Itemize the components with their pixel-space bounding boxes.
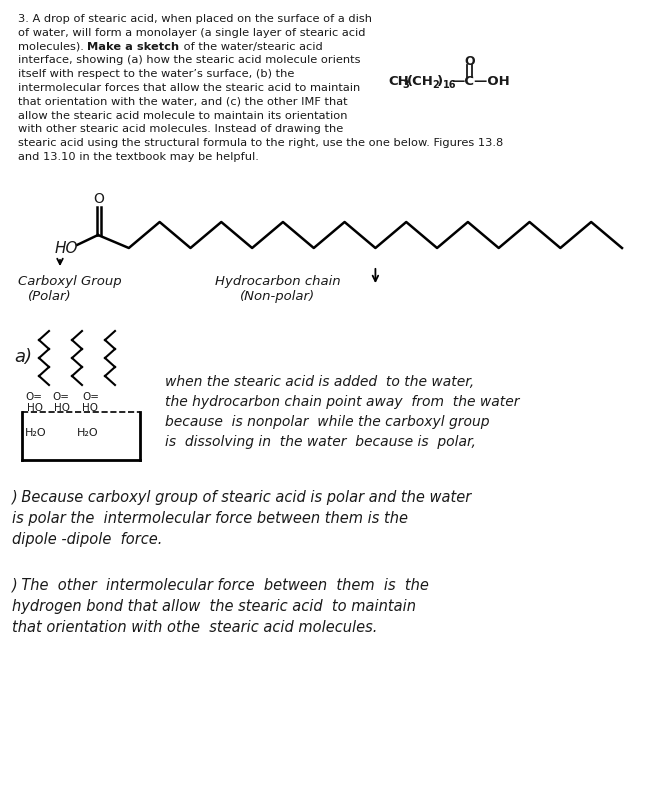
Text: that orientation with othe  stearic acid molecules.: that orientation with othe stearic acid … <box>12 620 377 635</box>
Text: (CH: (CH <box>407 75 434 88</box>
Text: is polar the  intermolecular force between them is the: is polar the intermolecular force betwee… <box>12 511 408 526</box>
Text: interface, showing (a) how the stearic acid molecule orients: interface, showing (a) how the stearic a… <box>18 56 360 65</box>
Text: molecules).: molecules). <box>18 41 88 52</box>
Text: HO: HO <box>55 241 79 256</box>
Text: H₂O: H₂O <box>25 428 47 438</box>
Text: ): ) <box>437 75 443 88</box>
Text: O: O <box>465 55 475 68</box>
Text: Hydrocarbon chain: Hydrocarbon chain <box>215 275 341 288</box>
Text: dipole -dipole  force.: dipole -dipole force. <box>12 532 162 547</box>
Text: allow the stearic acid molecule to maintain its orientation: allow the stearic acid molecule to maint… <box>18 110 347 121</box>
Text: 3. A drop of stearic acid, when placed on the surface of a dish: 3. A drop of stearic acid, when placed o… <box>18 14 372 24</box>
Text: (Polar): (Polar) <box>28 290 71 303</box>
Text: 16: 16 <box>443 80 456 90</box>
Text: Make a sketch: Make a sketch <box>88 41 180 52</box>
Text: hydrogen bond that allow  the stearic acid  to maintain: hydrogen bond that allow the stearic aci… <box>12 599 416 614</box>
Text: that orientation with the water, and (c) the other IMF that: that orientation with the water, and (c)… <box>18 97 348 107</box>
Text: Carboxyl Group: Carboxyl Group <box>18 275 121 288</box>
Text: and 13.10 in the textbook may be helpful.: and 13.10 in the textbook may be helpful… <box>18 152 259 162</box>
Text: itself with respect to the water’s surface, (b) the: itself with respect to the water’s surfa… <box>18 69 295 79</box>
Text: 2: 2 <box>432 80 439 90</box>
Text: stearic acid using the structural formula to the right, use the one below. Figur: stearic acid using the structural formul… <box>18 138 503 148</box>
Text: of water, will form a monolayer (a single layer of stearic acid: of water, will form a monolayer (a singl… <box>18 28 365 38</box>
Text: O: O <box>93 192 104 206</box>
Text: when the stearic acid is added  to the water,: when the stearic acid is added to the wa… <box>165 375 474 389</box>
Text: H₂O: H₂O <box>77 428 99 438</box>
Text: ) Because carboxyl group of stearic acid is polar and the water: ) Because carboxyl group of stearic acid… <box>12 490 472 505</box>
Text: a): a) <box>14 348 32 366</box>
Text: is  dissolving in  the water  because is  polar,: is dissolving in the water because is po… <box>165 435 476 449</box>
Text: —C—OH: —C—OH <box>451 75 509 88</box>
Text: of the water/stearic acid: of the water/stearic acid <box>180 41 323 52</box>
Text: CH: CH <box>388 75 409 88</box>
Text: HO: HO <box>54 403 70 413</box>
Text: ) The  other  intermolecular force  between  them  is  the: ) The other intermolecular force between… <box>12 578 430 593</box>
Text: intermolecular forces that allow the stearic acid to maintain: intermolecular forces that allow the ste… <box>18 83 360 93</box>
Text: O=: O= <box>52 392 69 402</box>
Text: 3: 3 <box>402 80 409 90</box>
Text: because  is nonpolar  while the carboxyl group: because is nonpolar while the carboxyl g… <box>165 415 489 429</box>
Text: O=: O= <box>82 392 99 402</box>
Text: (Non-polar): (Non-polar) <box>240 290 315 303</box>
Text: with other stearic acid molecules. Instead of drawing the: with other stearic acid molecules. Inste… <box>18 125 343 134</box>
Text: the hydrocarbon chain point away  from  the water: the hydrocarbon chain point away from th… <box>165 395 519 409</box>
Text: HO: HO <box>82 403 98 413</box>
Text: HO: HO <box>27 403 43 413</box>
Text: O=: O= <box>25 392 42 402</box>
